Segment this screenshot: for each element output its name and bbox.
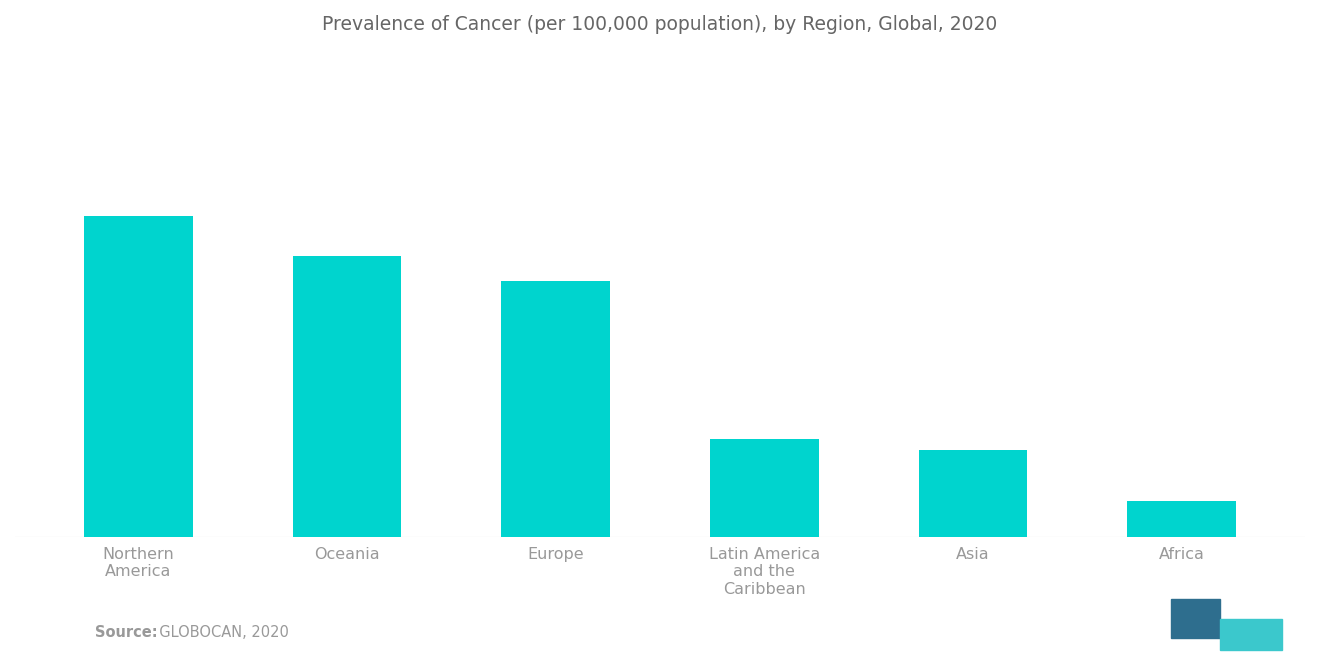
Bar <box>84 215 193 537</box>
Bar <box>293 256 401 537</box>
Bar <box>502 281 610 537</box>
Bar <box>710 439 818 537</box>
Bar <box>919 450 1027 537</box>
Text: GLOBOCAN, 2020: GLOBOCAN, 2020 <box>150 624 289 640</box>
Bar <box>1221 619 1282 650</box>
Bar <box>1127 501 1236 537</box>
Bar <box>1171 599 1221 638</box>
Text: Source:: Source: <box>95 624 157 640</box>
Title: Prevalence of Cancer (per 100,000 population), by Region, Global, 2020: Prevalence of Cancer (per 100,000 popula… <box>322 15 998 34</box>
